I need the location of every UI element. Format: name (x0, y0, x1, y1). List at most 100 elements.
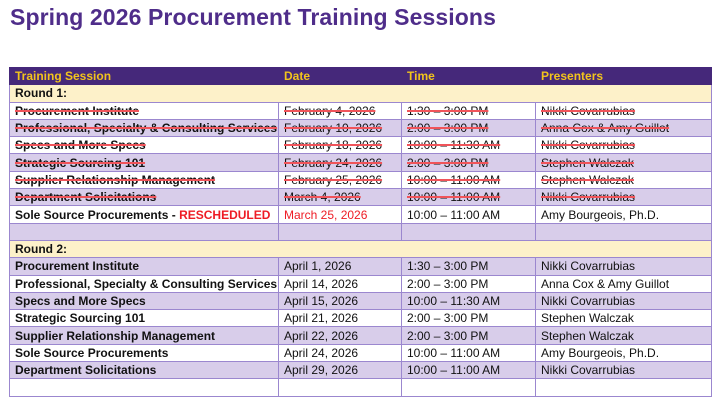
session-presenters-text: Nikki Covarrubias (541, 259, 636, 274)
session-date: February 24, 2026 (278, 153, 402, 172)
session-name-text: Supplier Relationship Management (15, 172, 216, 187)
round-spacer (278, 84, 402, 103)
session-presenters-text: Anna Cox & Amy Guillot (541, 121, 670, 136)
session-presenters: Stephen Walczak (535, 326, 712, 345)
session-name-text: Sole Source Procurements (15, 345, 169, 360)
session-name: Specs and More Specs (9, 136, 279, 155)
session-date-text: April 29, 2026 (284, 363, 359, 378)
table-row: Department Solicitations April 29, 2026 10… (9, 361, 712, 380)
table-row: Procurement Institute February 4, 2026 1:3… (9, 101, 712, 120)
session-time-text: 2:00 – 3:00 PM (407, 121, 489, 136)
header-presenters: Presenters (535, 66, 712, 86)
session-date-text: March 25, 2026 (284, 207, 368, 222)
session-name: Professional, Specialty & Consulting Ser… (9, 274, 279, 293)
session-name: Procurement Institute (9, 257, 279, 276)
round-label: Round 2: (9, 239, 279, 259)
round1-heading-row: Round 1: (9, 84, 712, 103)
session-presenters-text: Amy Bourgeois, Ph.D. (541, 345, 660, 360)
session-date: April 15, 2026 (278, 291, 402, 311)
table-row: Department Solicitations March 4, 2026 10:… (9, 188, 712, 207)
round-spacer (401, 239, 536, 259)
session-presenters-text: Nikki Covarrubias (541, 103, 636, 118)
session-date-text: February 25, 2026 (284, 172, 383, 187)
session-date: February 18, 2026 (278, 136, 402, 155)
session-presenters: Amy Bourgeois, Ph.D. (535, 343, 712, 363)
session-name-text: Supplier Relationship Management (15, 328, 216, 343)
header-time: Time (401, 66, 536, 86)
session-name: Department Solicitations (9, 361, 279, 380)
header-session: Training Session (9, 66, 279, 86)
session-presenters: Amy Bourgeois, Ph.D. (535, 205, 712, 224)
session-date-text: April 24, 2026 (284, 345, 359, 360)
session-time: 10:00 – 11:00 AM (401, 170, 536, 190)
session-time-text: 10:00 – 11:00 AM (407, 345, 501, 360)
session-time: 10:00 – 11:00 AM (401, 205, 536, 224)
session-time: 10:00 – 11:30 AM (401, 136, 536, 155)
session-presenters-text: Amy Bourgeois, Ph.D. (541, 207, 660, 222)
blank-cell (9, 378, 279, 397)
session-time: 10:00 – 11:30 AM (401, 291, 536, 311)
session-date: April 22, 2026 (278, 326, 402, 345)
table-row: Professional, Specialty & Consulting Ser… (9, 274, 712, 293)
session-name: Strategic Sourcing 101 (9, 153, 279, 172)
session-date-text: February 10, 2026 (284, 121, 383, 136)
session-name-text: Strategic Sourcing 101 (15, 311, 146, 326)
session-presenters: Nikki Covarrubias (535, 361, 712, 380)
session-presenters: Nikki Covarrubias (535, 188, 712, 207)
table-row: Specs and More Specs February 18, 2026 10:… (9, 136, 712, 155)
round-label: Round 1: (9, 84, 279, 103)
session-date: February 4, 2026 (278, 101, 402, 120)
session-time-text: 10:00 – 11:00 AM (407, 190, 501, 205)
session-date: April 14, 2026 (278, 274, 402, 293)
training-schedule-table: Training Session Date Time Presenters Ro… (9, 66, 712, 397)
blank-cell (401, 222, 536, 241)
session-date: March 25, 2026 (278, 205, 402, 224)
table-row: Sole Source Procurements April 24, 2026 10… (9, 343, 712, 363)
blank-cell (278, 378, 402, 397)
table-body: Round 1: Procurement Institute February 4,… (9, 84, 712, 397)
round-label-text: Round 1: (15, 86, 67, 101)
session-presenters: Nikki Covarrubias (535, 291, 712, 311)
session-date: April 24, 2026 (278, 343, 402, 363)
session-date: April 29, 2026 (278, 361, 402, 380)
session-time: 2:00 – 3:00 PM (401, 326, 536, 345)
session-date: April 21, 2026 (278, 309, 402, 328)
session-date-text: April 22, 2026 (284, 328, 359, 343)
blank-cell (535, 378, 712, 397)
round2-heading-row: Round 2: (9, 239, 712, 259)
blank-cell (401, 378, 536, 397)
session-date: February 25, 2026 (278, 170, 402, 190)
session-time: 2:00 – 3:00 PM (401, 153, 536, 172)
session-time: 1:30 – 3:00 PM (401, 101, 536, 120)
session-name-text: Strategic Sourcing 101 (15, 155, 146, 170)
session-presenters: Stephen Walczak (535, 153, 712, 172)
session-date-text: February 24, 2026 (284, 155, 383, 170)
session-presenters: Nikki Covarrubias (535, 257, 712, 276)
session-time: 2:00 – 3:00 PM (401, 118, 536, 138)
session-name-text: Department Solicitations (15, 190, 157, 205)
session-name: Strategic Sourcing 101 (9, 309, 279, 328)
session-presenters: Stephen Walczak (535, 309, 712, 328)
session-date-text: April 14, 2026 (284, 276, 359, 291)
session-time-text: 1:30 – 3:00 PM (407, 103, 489, 118)
session-date: April 1, 2026 (278, 257, 402, 276)
session-presenters: Anna Cox & Amy Guillot (535, 118, 712, 138)
session-date-text: February 18, 2026 (284, 138, 383, 153)
session-date-text: April 21, 2026 (284, 311, 359, 326)
session-name: Supplier Relationship Management (9, 326, 279, 345)
round-spacer (535, 239, 712, 259)
session-presenters-text: Stephen Walczak (541, 328, 634, 343)
session-name-text: Professional, Specialty & Consulting Ser… (15, 276, 278, 291)
session-date-text: April 15, 2026 (284, 294, 359, 308)
rescheduled-badge: RESCHEDULED (179, 207, 271, 222)
page-title: Spring 2026 Procurement Training Session… (10, 4, 496, 30)
session-time-text: 10:00 – 11:00 AM (407, 172, 501, 187)
session-presenters-text: Nikki Covarrubias (541, 138, 636, 153)
session-name-text: Procurement Institute (15, 259, 140, 274)
blank-row (9, 222, 712, 241)
session-presenters: Nikki Covarrubias (535, 136, 712, 155)
session-name-text: Specs and More Specs (15, 138, 146, 153)
session-date-text: March 4, 2026 (284, 190, 361, 205)
session-presenters-text: Nikki Covarrubias (541, 294, 636, 308)
session-time: 10:00 – 11:00 AM (401, 361, 536, 380)
